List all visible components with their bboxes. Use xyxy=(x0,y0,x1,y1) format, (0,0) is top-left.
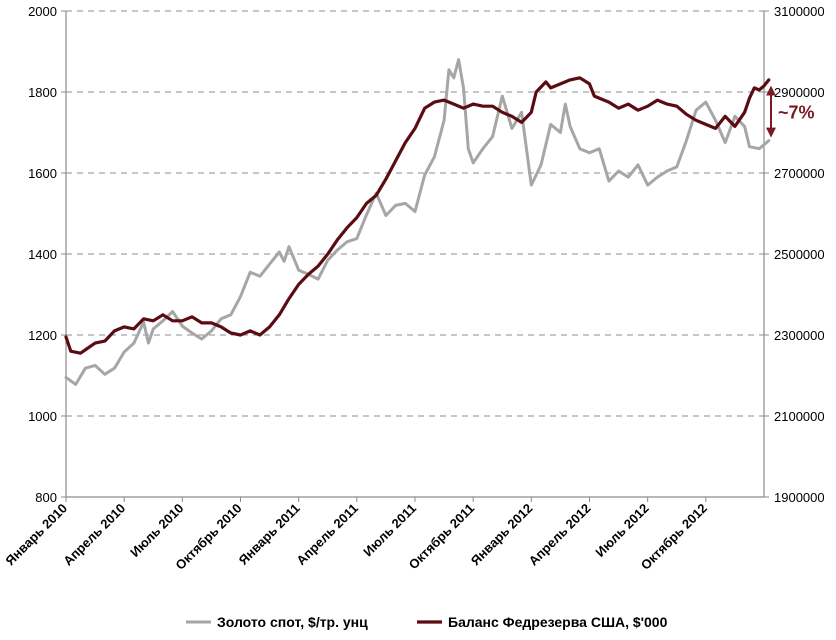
left-tick-label: 800 xyxy=(35,490,57,505)
right-tick-label: 2900000 xyxy=(774,85,825,100)
x-tick-label: Апрель 2012 xyxy=(526,501,594,569)
gold-spot-line xyxy=(64,58,771,386)
x-tick-label: Июль 2012 xyxy=(592,501,651,560)
left-tick-label: 1000 xyxy=(28,409,57,424)
fed-balance-line xyxy=(64,76,771,355)
right-tick-label: 1900000 xyxy=(774,490,825,505)
gridlines xyxy=(66,10,764,417)
left-tick-label: 1200 xyxy=(28,328,57,343)
x-tick-label: Июль 2011 xyxy=(360,501,419,560)
x-tick-label: Июль 2010 xyxy=(127,501,186,560)
right-axis-ticks: 1900000 2100000 2300000 2500000 2700000 29000… xyxy=(764,4,825,505)
annotation-label: ~7% xyxy=(778,102,815,122)
right-tick-label: 2100000 xyxy=(774,409,825,424)
annotation: ~7% xyxy=(766,85,815,138)
left-tick-label: 2000 xyxy=(28,4,57,19)
left-axis-ticks: 800 1000 1200 1400 1600 1800 2000 xyxy=(28,4,66,505)
legend: Золото спот, $/тр. унц Баланс Федрезерва … xyxy=(186,614,668,630)
legend-label: Золото спот, $/тр. унц xyxy=(217,614,368,630)
right-tick-label: 2300000 xyxy=(774,328,825,343)
left-tick-label: 1600 xyxy=(28,166,57,181)
right-tick-label: 3100000 xyxy=(774,4,825,19)
series-lines xyxy=(64,58,771,386)
left-tick-label: 1800 xyxy=(28,85,57,100)
x-tick-label: Апрель 2011 xyxy=(293,501,361,569)
right-tick-label: 2700000 xyxy=(774,166,825,181)
legend-label: Баланс Федрезерва США, $'000 xyxy=(448,614,668,630)
left-tick-label: 1400 xyxy=(28,247,57,262)
x-tick-label: Апрель 2010 xyxy=(60,501,128,569)
right-tick-label: 2500000 xyxy=(774,247,825,262)
